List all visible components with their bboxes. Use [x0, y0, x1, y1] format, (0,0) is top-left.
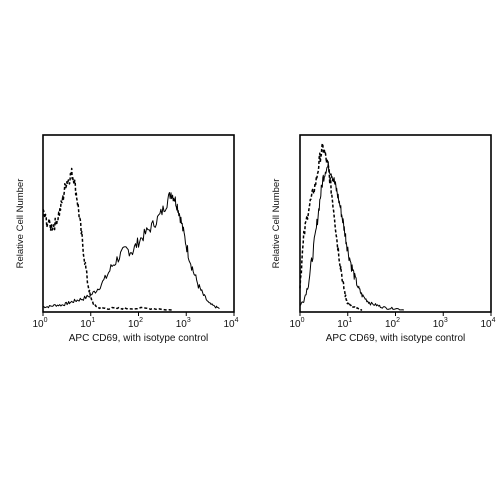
- left-x-tick-label: 102: [128, 317, 143, 330]
- left-x-tick-label: 100: [32, 317, 47, 330]
- right-series-group: [299, 142, 404, 311]
- right-x-ticks: 100 101 102 103 104: [289, 312, 496, 330]
- left-x-tick-label: 103: [176, 317, 191, 330]
- left-x-tick-label: 101: [80, 317, 95, 330]
- left-y-axis-label: Relative Cell Number: [15, 179, 26, 269]
- right-x-tick-label: 101: [337, 317, 352, 330]
- left-x-ticks: 100 101 102 103 104: [32, 312, 239, 330]
- right-x-tick-label: 102: [385, 317, 400, 330]
- left-series-group: [42, 167, 220, 311]
- right-dashed-series-line: [299, 142, 363, 311]
- left-x-tick-label: 104: [223, 317, 238, 330]
- right-x-tick-label: 100: [289, 317, 304, 330]
- left-solid-series-line: [42, 192, 220, 309]
- left-x-axis-label: APC CD69, with isotype control: [69, 333, 209, 344]
- left-histogram-panel: 100 101 102 103 104 APC CD69, with isotype c…: [15, 134, 239, 344]
- right-x-tick-label: 104: [480, 317, 495, 330]
- left-dashed-series-line: [42, 167, 172, 311]
- right-x-tick-label: 103: [433, 317, 448, 330]
- right-solid-series-line: [299, 161, 404, 311]
- right-histogram-panel: 100 101 102 103 104 APC CD69, with isotype c…: [271, 134, 496, 344]
- right-x-axis-label: APC CD69, with isotype control: [326, 333, 466, 344]
- left-plot-frame: [42, 134, 235, 313]
- right-y-axis-label: Relative Cell Number: [271, 179, 282, 269]
